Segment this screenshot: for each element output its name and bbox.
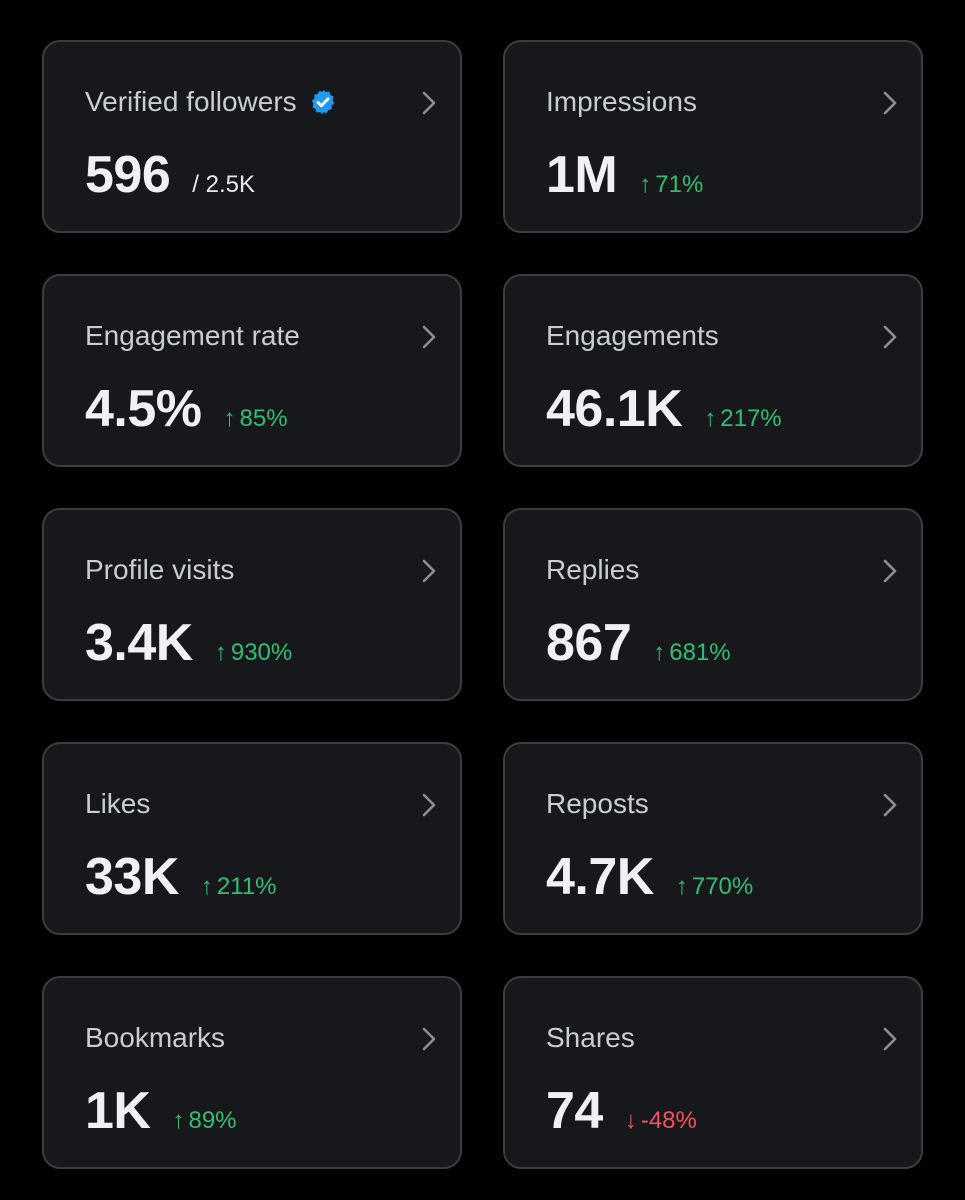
arrow-up-icon: ↑ [214,639,227,666]
metric-change: ↑ 211% [201,873,277,901]
metric-change: ↓ -48% [625,1107,697,1135]
card-engagement-rate[interactable]: Engagement rate 4.5% ↑ 85% [42,274,462,467]
metric-value: 596 [85,146,171,204]
card-header: Impressions [546,86,697,118]
metric-change: ↑ 217% [704,405,781,433]
metric-change-value: 71% [655,171,704,198]
metric-change-value: 89% [188,1107,237,1134]
metric-change-value: -48% [640,1107,697,1134]
card-value-row: 4.7K ↑ 770% [546,847,753,907]
card-shares[interactable]: Shares 74 ↓ -48% [503,976,923,1169]
metric-change: ↑ 930% [215,639,292,667]
metric-change-value: 770% [691,873,754,900]
card-label: Impressions [546,86,697,117]
card-header: Shares [546,1022,635,1054]
chevron-right-icon [883,793,897,817]
card-value-row: 46.1K ↑ 217% [546,379,782,439]
card-label: Bookmarks [85,1022,226,1053]
card-replies[interactable]: Replies 867 ↑ 681% [503,508,923,701]
chevron-right-icon [422,91,436,115]
card-header: Profile visits [85,554,234,586]
card-label: Replies [546,554,640,585]
metrics-grid: Verified followers 596 / 2.5K Impression… [42,40,923,1169]
arrow-up-icon: ↑ [639,171,652,198]
card-header: Bookmarks [85,1022,225,1054]
verified-badge-icon [309,88,337,116]
card-engagements[interactable]: Engagements 46.1K ↑ 217% [503,274,923,467]
card-value-row: 4.5% ↑ 85% [85,379,288,439]
card-label: Likes [85,788,151,819]
card-reposts[interactable]: Reposts 4.7K ↑ 770% [503,742,923,935]
card-label: Profile visits [85,554,235,585]
card-value-row: 74 ↓ -48% [546,1081,697,1141]
metric-change-value: 217% [720,405,782,432]
metric-change: ↑ 85% [224,405,288,433]
metric-value: 4.7K [546,848,654,906]
card-label: Engagement rate [85,320,300,351]
metric-value: 33K [85,848,179,906]
card-header: Engagements [546,320,719,352]
metric-change-value: 681% [669,639,731,666]
arrow-up-icon: ↑ [704,405,717,432]
card-header: Likes [85,788,150,820]
card-likes[interactable]: Likes 33K ↑ 211% [42,742,462,935]
chevron-right-icon [883,325,897,349]
card-profile-visits[interactable]: Profile visits 3.4K ↑ 930% [42,508,462,701]
metric-value: 1K [85,1082,151,1140]
metric-change: ↑ 89% [172,1107,236,1135]
chevron-right-icon [883,1027,897,1051]
metric-change: ↑ 770% [676,873,753,901]
card-header: Reposts [546,788,649,820]
metric-value: 867 [546,614,632,672]
card-value-row: 596 / 2.5K [85,145,255,205]
chevron-right-icon [422,793,436,817]
metric-total: / 2.5K [192,171,255,198]
arrow-up-icon: ↑ [653,639,666,666]
card-impressions[interactable]: Impressions 1M ↑ 71% [503,40,923,233]
card-bookmarks[interactable]: Bookmarks 1K ↑ 89% [42,976,462,1169]
metric-value: 46.1K [546,380,683,438]
card-value-row: 1K ↑ 89% [85,1081,237,1141]
chevron-right-icon [422,559,436,583]
card-verified-followers[interactable]: Verified followers 596 / 2.5K [42,40,462,233]
card-label: Verified followers [85,86,297,117]
card-label: Shares [546,1022,635,1053]
chevron-right-icon [422,1027,436,1051]
arrow-up-icon: ↑ [200,873,213,900]
chevron-right-icon [883,91,897,115]
arrow-up-icon: ↑ [223,405,236,432]
card-label: Engagements [546,320,719,351]
metric-value: 4.5% [85,380,202,438]
chevron-right-icon [422,325,436,349]
metric-value: 1M [546,146,618,204]
card-header: Replies [546,554,639,586]
metric-value: 3.4K [85,614,193,672]
metric-value: 74 [546,1082,603,1140]
card-header: Verified followers [85,86,337,118]
metric-change-value: 85% [239,405,288,432]
card-header: Engagement rate [85,320,300,352]
chevron-right-icon [883,559,897,583]
metric-change: ↑ 681% [653,639,730,667]
metric-change: ↑ 71% [639,171,703,199]
metric-change-value: 211% [216,873,277,900]
arrow-down-icon: ↓ [624,1107,637,1134]
metric-change-value: 930% [230,639,293,666]
arrow-up-icon: ↑ [675,873,688,900]
card-value-row: 33K ↑ 211% [85,847,277,907]
card-value-row: 1M ↑ 71% [546,145,703,205]
card-label: Reposts [546,788,649,819]
card-value-row: 3.4K ↑ 930% [85,613,292,673]
arrow-up-icon: ↑ [172,1107,185,1134]
card-value-row: 867 ↑ 681% [546,613,731,673]
